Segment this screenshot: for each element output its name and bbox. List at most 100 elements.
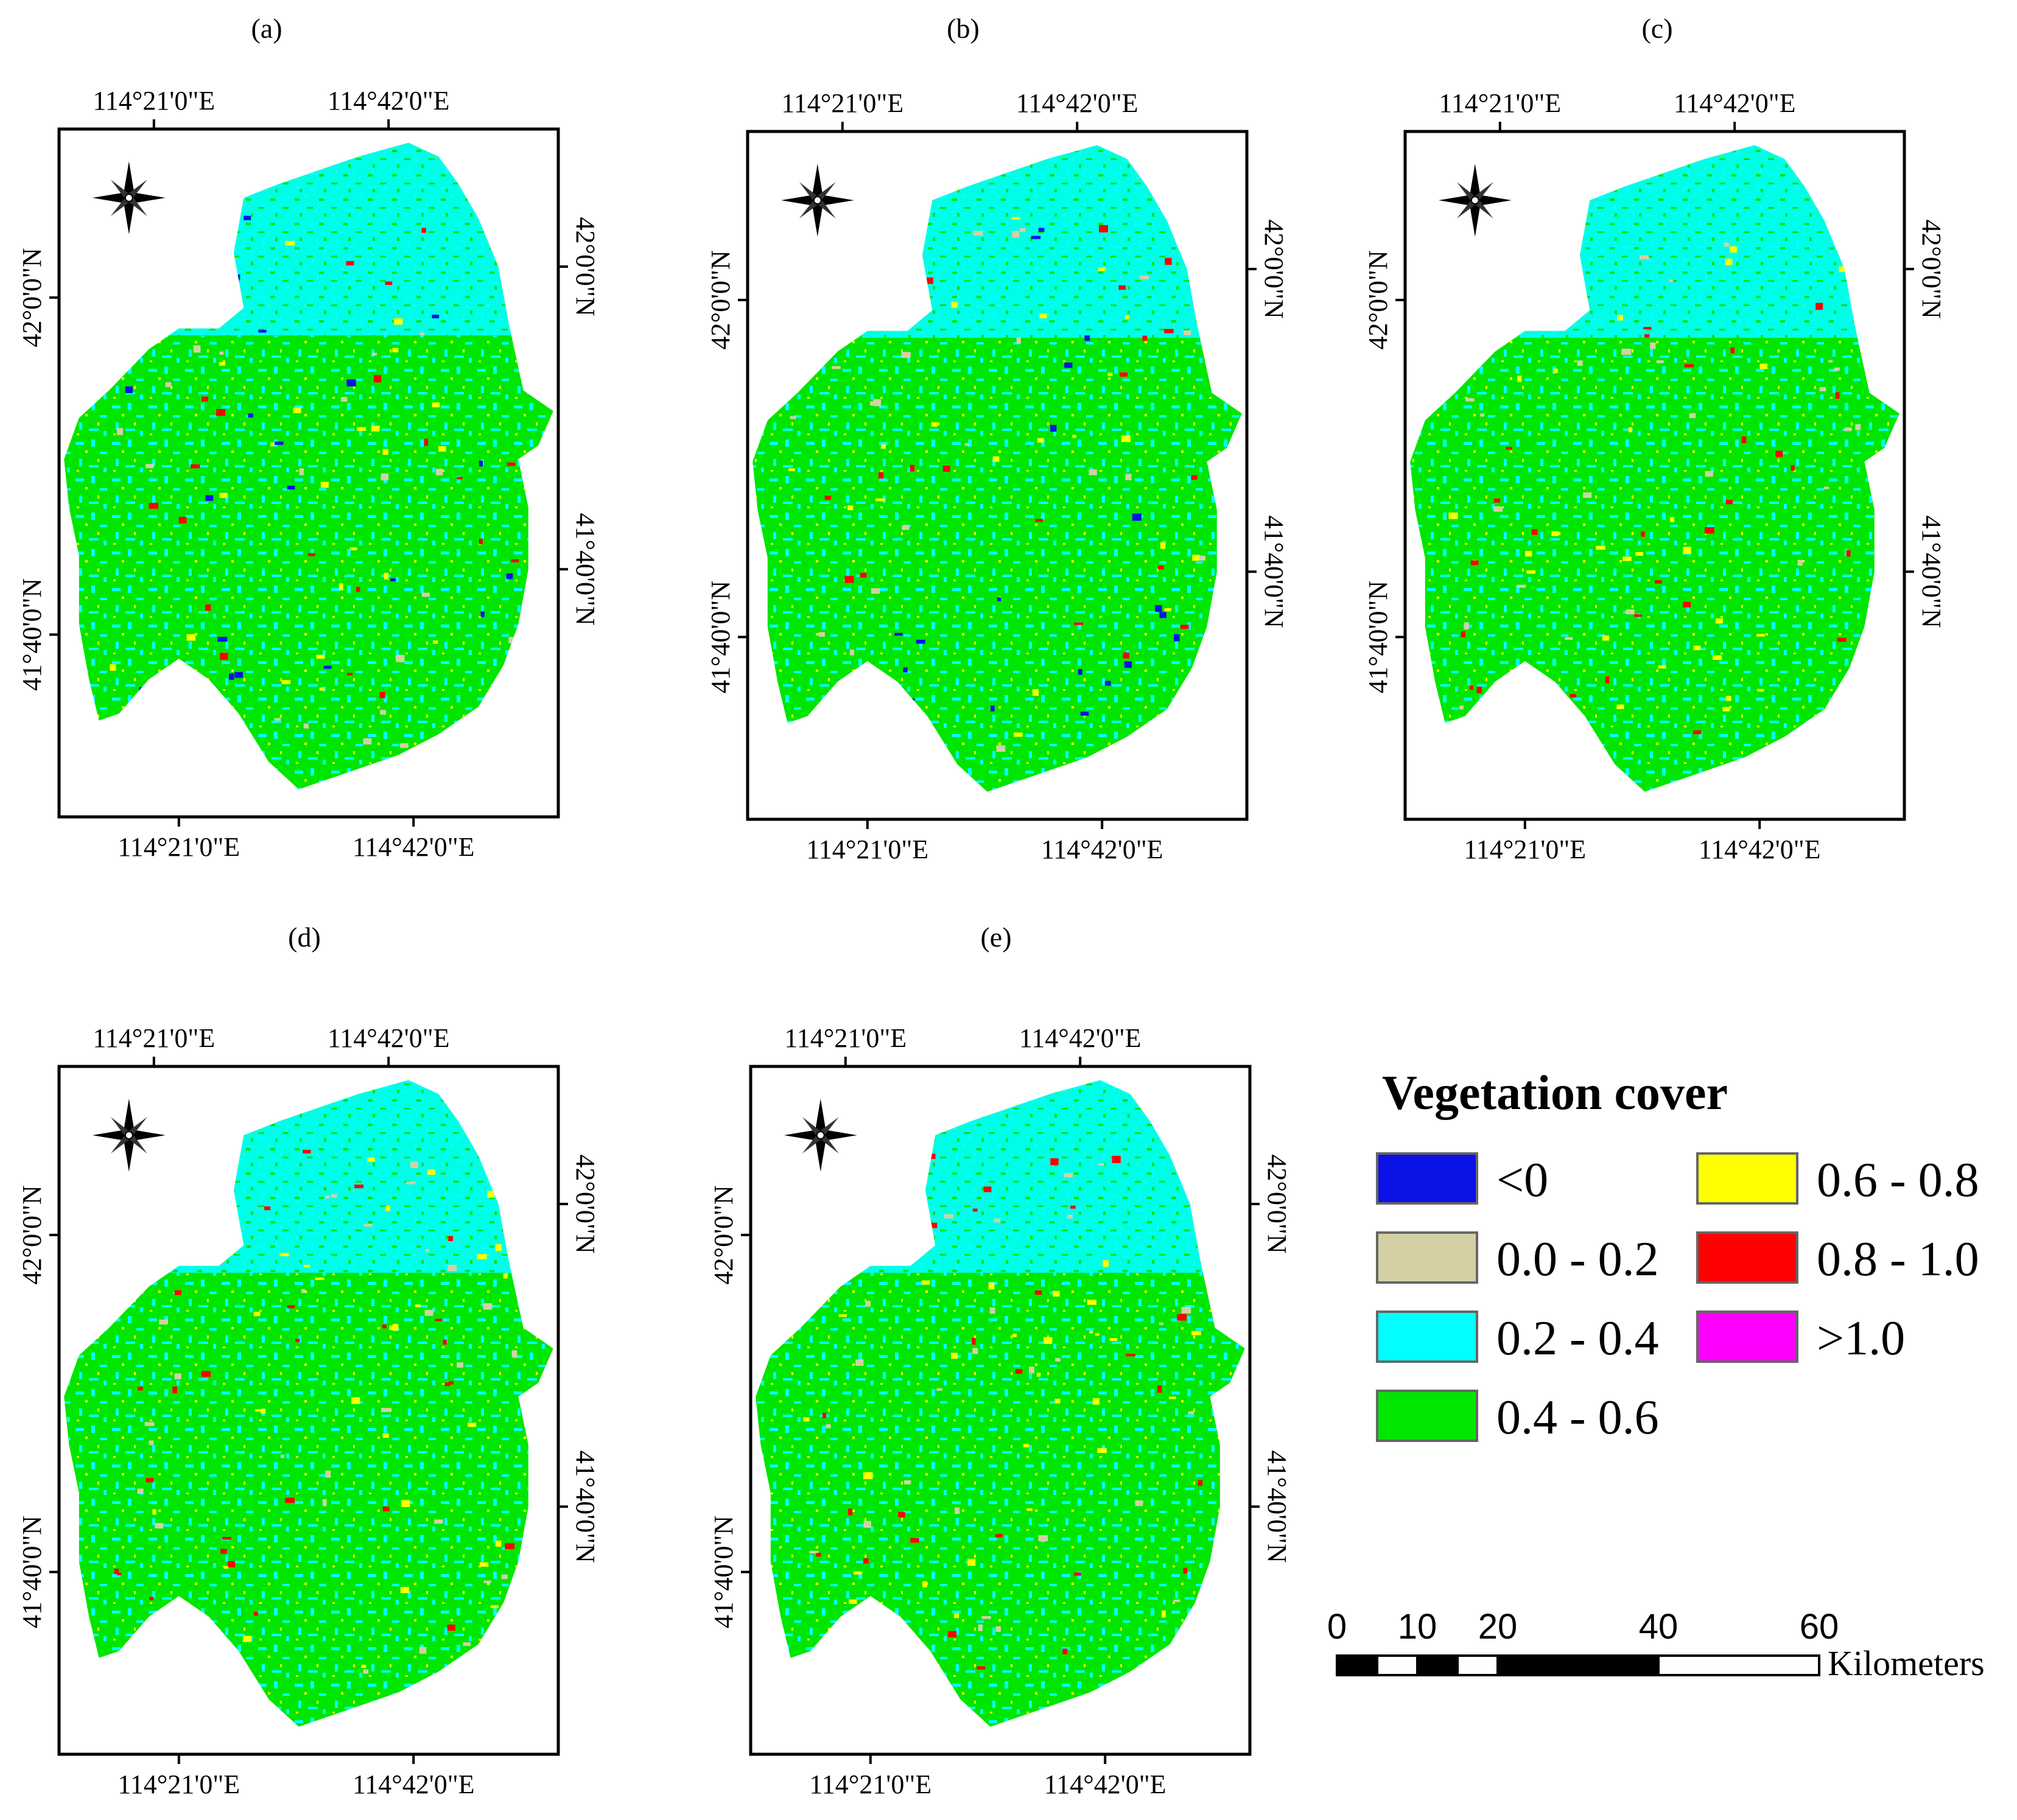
class-speck: [1064, 1173, 1073, 1178]
class-speck: [410, 1161, 418, 1168]
class-speck: [1791, 465, 1795, 471]
class-speck: [159, 1319, 169, 1325]
class-speck: [1655, 580, 1662, 584]
class-speck: [1839, 266, 1846, 272]
class-speck: [285, 240, 295, 246]
legend-title: Vegetation cover: [1382, 1066, 1728, 1120]
panel-label: (d): [288, 922, 321, 953]
class-speck: [849, 1599, 857, 1604]
class-speck: [873, 399, 882, 407]
class-speck: [1823, 486, 1829, 489]
class-speck: [1123, 652, 1129, 659]
class-speck: [285, 1497, 295, 1503]
class-speck: [415, 1304, 421, 1307]
class-speck: [1476, 687, 1482, 693]
class-speck: [303, 723, 309, 729]
class-speck: [1135, 1500, 1143, 1507]
class-speck: [1628, 427, 1632, 433]
compass-rose-icon: [92, 161, 166, 234]
class-speck: [447, 1625, 455, 1631]
class-speck: [254, 1409, 263, 1412]
legend-label: 0.2 - 0.4: [1496, 1312, 1659, 1365]
class-speck: [925, 277, 933, 284]
lon-tick-label-top: 114°21'0"E: [93, 1023, 215, 1053]
class-speck: [220, 653, 228, 660]
legend-label: 0.4 - 0.6: [1496, 1391, 1659, 1444]
class-speck: [1012, 1334, 1017, 1337]
lat-tick-label-left: 42°0'0"N: [1363, 250, 1393, 349]
class-speck: [258, 329, 267, 333]
class-speck: [384, 572, 389, 579]
class-speck: [385, 281, 393, 285]
class-speck: [304, 1264, 310, 1268]
class-speck: [501, 1574, 508, 1580]
scale-segment: [1456, 1654, 1499, 1676]
class-speck: [1050, 1158, 1059, 1166]
class-speck: [507, 462, 516, 466]
class-speck: [457, 1362, 463, 1368]
class-speck: [401, 1500, 410, 1507]
class-speck: [1713, 655, 1722, 660]
class-speck: [367, 1157, 375, 1162]
class-speck: [193, 345, 201, 353]
class-speck: [299, 468, 304, 475]
panel-label: (c): [1641, 13, 1672, 44]
class-speck: [382, 449, 388, 455]
class-speck: [380, 710, 387, 715]
legend-swatch: [1696, 1311, 1798, 1363]
class-speck: [385, 1205, 390, 1211]
lon-tick-label-bottom: 114°42'0"E: [353, 1769, 475, 1799]
class-speck: [444, 1382, 451, 1387]
lon-tick-label-top: 114°42'0"E: [1674, 88, 1796, 118]
class-speck: [178, 517, 187, 523]
class-speck: [1164, 608, 1171, 612]
scale-segment: [1657, 1654, 1820, 1676]
class-speck: [1038, 228, 1045, 233]
class-speck: [981, 1616, 991, 1619]
class-speck: [1730, 347, 1735, 354]
class-speck: [853, 1571, 863, 1575]
class-speck: [1634, 614, 1642, 617]
lat-tick-label-right: 42°0'0"N: [570, 217, 600, 316]
class-speck: [931, 422, 938, 427]
class-speck: [424, 438, 429, 446]
class-speck: [1104, 681, 1111, 686]
class-speck: [443, 1339, 447, 1345]
class-speck: [1656, 360, 1664, 363]
class-speck: [1836, 392, 1840, 399]
class-speck: [1157, 1385, 1162, 1393]
class-speck: [973, 231, 983, 236]
class-speck: [1132, 513, 1142, 521]
class-speck: [1855, 424, 1861, 430]
class-speck: [977, 1666, 986, 1670]
scale-tick-label: 60: [1800, 1607, 1839, 1647]
class-speck: [988, 1282, 995, 1290]
class-speck: [951, 301, 958, 308]
class-speck: [878, 472, 884, 479]
class-speck: [901, 352, 911, 358]
class-speck: [1054, 1398, 1061, 1404]
class-speck: [1074, 622, 1084, 625]
class-speck: [479, 460, 483, 467]
class-speck: [234, 672, 243, 678]
class-speck: [400, 1587, 410, 1594]
lon-tick-label-bottom: 114°21'0"E: [809, 1769, 931, 1799]
class-speck: [978, 1624, 983, 1631]
lon-tick-label-top: 114°42'0"E: [328, 1023, 450, 1053]
class-speck: [1191, 1331, 1201, 1335]
class-speck: [174, 1290, 181, 1295]
class-speck: [1140, 275, 1149, 279]
class-speck: [495, 1244, 502, 1251]
map-panel-b: (b) 114°21'0"E 114°42'0"E 114°21'0"E 114°42'…: [706, 13, 1289, 864]
class-speck: [849, 649, 854, 656]
class-speck: [1159, 612, 1166, 618]
class-speck: [172, 1386, 177, 1393]
class-speck: [1125, 474, 1132, 480]
class-speck: [382, 1325, 387, 1329]
class-speck: [1759, 363, 1768, 369]
class-speck: [217, 637, 228, 642]
class-speck: [1705, 527, 1714, 534]
class-speck: [1183, 1567, 1188, 1574]
class-speck: [137, 1488, 144, 1494]
